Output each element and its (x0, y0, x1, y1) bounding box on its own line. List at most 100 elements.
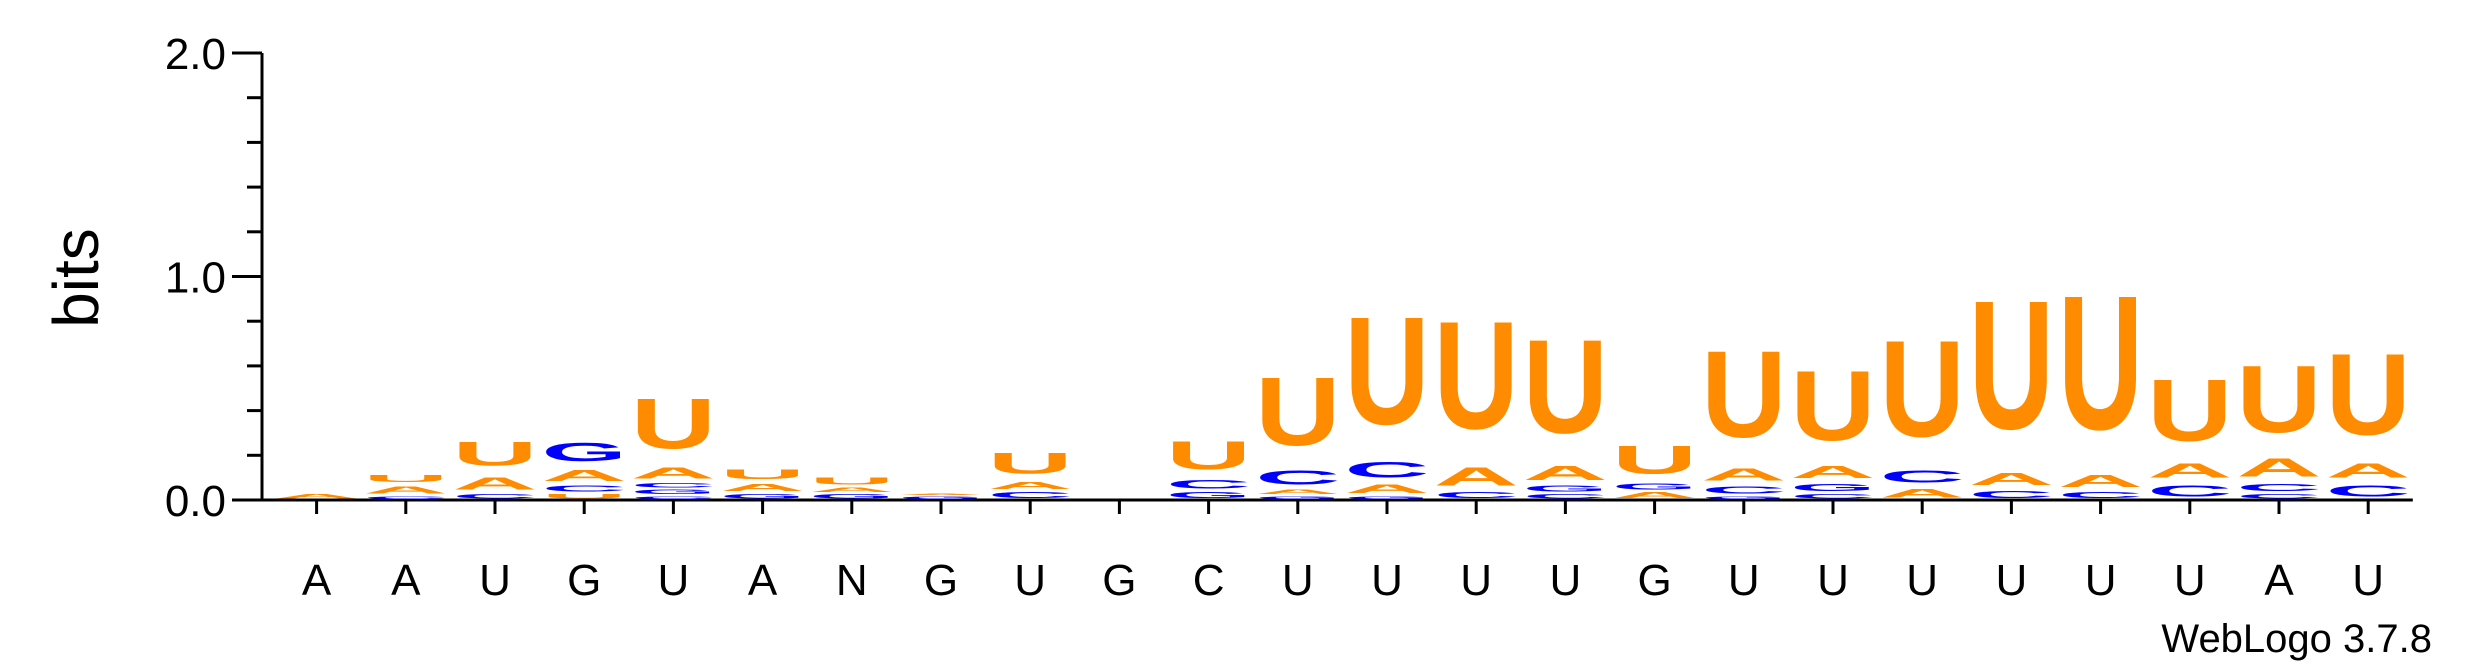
logo-column: ACU (1880, 313, 1965, 500)
logo-letter-g: G (1701, 496, 1786, 500)
logo-letter-c: C (1701, 484, 1786, 495)
logo-letter-c: C (2236, 493, 2321, 500)
logo-column: CAU (363, 473, 448, 500)
logo-letter-a: A (1969, 469, 2054, 489)
x-tick-label: A (391, 556, 421, 605)
y-tick-label: 2.0 (165, 30, 226, 79)
y-tick-label: 0.0 (165, 477, 226, 526)
x-tick-label: U (1282, 556, 1314, 605)
logo-letter-a: A (898, 493, 983, 495)
logo-letter-g: G (1523, 484, 1608, 493)
logo-letter-u: U (1344, 286, 1429, 458)
logo-column: CAU (988, 447, 1073, 500)
logo-letter-c: C (2058, 491, 2143, 500)
logo-letter-a: A (988, 480, 1073, 491)
logo-letter-a: A (1255, 489, 1340, 496)
x-tick-label: U (1817, 556, 1849, 605)
logo-letter-a: A (1612, 491, 1697, 500)
logo-letter-g: G (1612, 482, 1697, 491)
logo-letter-u: U (363, 473, 448, 484)
logo-letter-g: G (542, 437, 627, 466)
logo-letter-c: C (1255, 466, 1340, 488)
x-tick-label: U (1460, 556, 1492, 605)
logo-letter-a: A (1523, 462, 1608, 484)
logo-letter-c: C (2147, 482, 2232, 500)
x-tick-label: G (1102, 556, 1136, 605)
logo-column: GAU (720, 466, 805, 500)
logo-letter-a: A (809, 487, 894, 494)
logo-column: CAU (1969, 262, 2054, 500)
x-tick-label: U (1996, 556, 2028, 605)
logo-column: AGU (1612, 437, 1697, 500)
logo-letter-c: C (1166, 478, 1251, 491)
logo-letter-u: U (452, 435, 537, 473)
logo-column: CAU (452, 435, 537, 500)
x-tick-label: U (1550, 556, 1582, 605)
logo-letter-u: U (2147, 362, 2232, 460)
x-tick-label: C (1193, 556, 1225, 605)
logo-letter-a: A (2236, 453, 2321, 482)
logo-letter-g: G (1166, 491, 1251, 500)
logo-letter-u: U (542, 493, 627, 500)
y-axis-title: bits (40, 228, 112, 328)
logo-letter-u: U (2326, 329, 2411, 459)
logo-column: A (274, 493, 359, 500)
logo-letter-a: A (720, 482, 805, 493)
logo-letter-u: U (1701, 325, 1786, 463)
logo-column: GCU (1166, 433, 1251, 500)
x-tick-label: A (2264, 556, 2294, 605)
logo-letter-c: C (631, 495, 716, 499)
y-tick-label: 1.0 (165, 254, 226, 303)
logo-letter-a: A (1344, 482, 1429, 495)
logo-column: CAU (2326, 329, 2411, 500)
logo-letter-u: U (1166, 433, 1251, 478)
logo-letter-g: G (1790, 482, 1875, 493)
logo-letter-a: A (2326, 460, 2411, 482)
x-tick-label: U (658, 556, 690, 605)
logo-letter-g: G (720, 493, 805, 500)
logo-letter-u: U (2236, 346, 2321, 453)
logo-letter-c: C (1434, 491, 1519, 500)
logo-column: GA (898, 493, 983, 500)
logo-letter-c: C (363, 495, 448, 499)
logo-letter-g: G (631, 489, 716, 496)
logo-letter-c: C (1344, 457, 1429, 482)
logo-letter-c: C (988, 491, 1073, 500)
logo-column: GAU (809, 475, 894, 500)
logo-letter-c: C (631, 482, 716, 489)
logo-letter-u: U (1612, 437, 1697, 482)
logo-letter-u: U (1434, 290, 1519, 462)
logo-letter-a: A (542, 466, 627, 484)
logo-letter-u: U (1523, 312, 1608, 462)
logo-letter-c: C (1523, 493, 1608, 500)
x-tick-label: U (2352, 556, 2384, 605)
logo-letter-g: G (1344, 496, 1429, 500)
x-tick-label: U (2085, 556, 2117, 605)
logo-letter-a: A (2058, 471, 2143, 491)
logo-letter-u: U (1255, 357, 1340, 466)
logo-letter-a: A (1880, 487, 1965, 500)
logo-letter-c: C (1880, 466, 1965, 486)
logo-letter-g: G (809, 493, 894, 500)
x-tick-label: A (748, 556, 778, 605)
logo-letter-a: A (631, 464, 716, 482)
logo-letter-g: G (1255, 496, 1340, 500)
logo-letter-a: A (274, 493, 359, 500)
x-tick-label: A (302, 556, 332, 605)
logo-letter-a: A (1701, 464, 1786, 484)
weblogo-credit: WebLogo 3.7.8 (2161, 617, 2432, 661)
logo-letter-a: A (1434, 462, 1519, 491)
logo-letter-c: C (2236, 482, 2321, 493)
logo-letter-u: U (809, 475, 894, 486)
logo-letter-u: U (1880, 313, 1965, 467)
x-tick-label: U (479, 556, 511, 605)
x-tick-label: U (1728, 556, 1760, 605)
